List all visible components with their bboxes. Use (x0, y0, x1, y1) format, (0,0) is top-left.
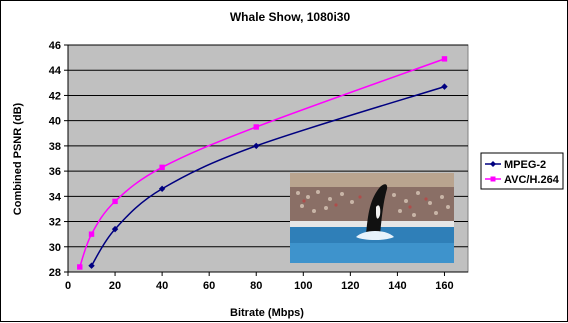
x-tick-label: 40 (156, 280, 168, 292)
y-tick-label: 46 (49, 40, 61, 52)
data-point-avc-h-264 (88, 231, 95, 237)
x-tick-label: 80 (250, 280, 262, 292)
x-tick-label: 160 (435, 280, 453, 292)
data-point-mpeg-2 (158, 185, 166, 192)
y-tick-label: 36 (49, 166, 61, 178)
x-tick-label: 120 (341, 280, 359, 292)
data-point-avc-h-264 (253, 124, 259, 130)
data-point-avc-h-264 (112, 198, 118, 205)
data-point-avc-h-264 (77, 264, 83, 270)
y-tick-label: 38 (49, 141, 61, 153)
y-axis-label: Combined PSNR (dB) (12, 102, 24, 215)
x-tick-label: 60 (203, 280, 215, 292)
y-tick-label: 32 (49, 217, 61, 229)
whale-show-photo (290, 173, 454, 263)
x-tick-label: 0 (65, 280, 71, 292)
legend-label-avc: AVC/H.264 (504, 174, 560, 186)
data-point-mpeg-2 (88, 262, 95, 269)
y-tick-label: 40 (49, 116, 61, 128)
data-point-mpeg-2 (253, 142, 260, 150)
y-tick-label: 30 (49, 242, 61, 254)
x-tick-label: 140 (388, 280, 406, 292)
legend-marker-mpeg2 (490, 161, 496, 167)
x-axis-label: Bitrate (Mbps) (230, 307, 304, 319)
x-tick-label: 100 (294, 280, 312, 292)
series-markers (77, 56, 448, 270)
data-point-mpeg-2 (111, 225, 119, 233)
y-tick-label: 34 (49, 191, 62, 203)
y-tick-label: 42 (49, 90, 61, 102)
y-tick-label: 28 (49, 267, 61, 279)
legend-marker-avc (490, 176, 496, 182)
x-tick-label: 20 (109, 280, 121, 292)
tick-labels: 28 30 32 34 36 38 40 42 44 46 0 20 40 60 80 100 120 140 16… (49, 40, 454, 292)
chart-title: Whale Show, 1080i30 (230, 10, 351, 24)
legend: MPEG-2 AVC/H.264 (480, 152, 564, 190)
y-tick-label: 44 (49, 65, 62, 77)
series-line-mpeg-2 (90, 85, 445, 267)
data-point-avc-h-264 (441, 56, 448, 62)
data-point-avc-h-264 (159, 164, 165, 171)
data-point-mpeg-2 (441, 83, 448, 90)
legend-label-mpeg2: MPEG-2 (504, 159, 546, 171)
